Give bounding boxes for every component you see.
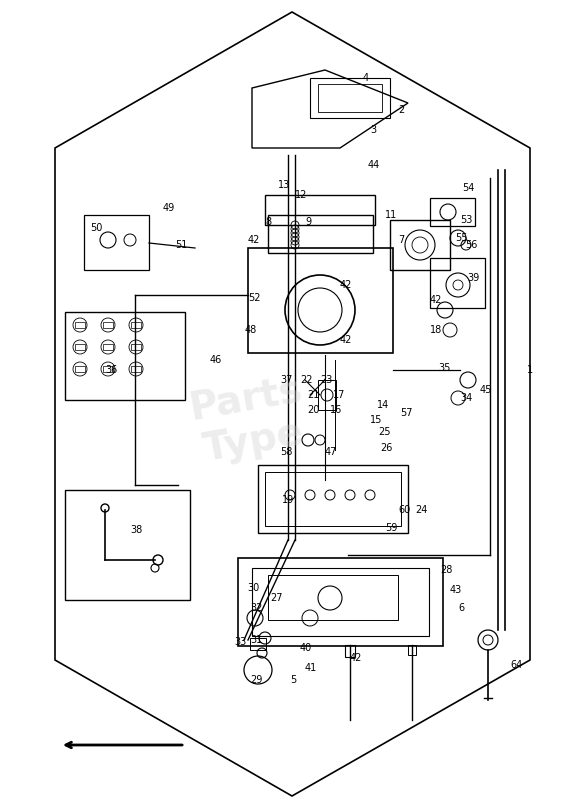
- Text: 42: 42: [340, 335, 352, 345]
- Text: 34: 34: [460, 393, 472, 403]
- Bar: [408, 645, 416, 655]
- Text: 32: 32: [250, 603, 262, 613]
- Text: 46: 46: [210, 355, 223, 365]
- Text: 53: 53: [460, 215, 472, 225]
- Bar: [430, 258, 485, 308]
- Text: 56: 56: [465, 240, 477, 250]
- Bar: [103, 322, 113, 328]
- Text: 29: 29: [250, 675, 262, 685]
- Bar: [310, 78, 390, 118]
- Text: 42: 42: [350, 653, 363, 663]
- Text: 8: 8: [265, 217, 271, 227]
- Text: 19: 19: [282, 495, 294, 505]
- Text: 58: 58: [280, 447, 293, 457]
- Text: 52: 52: [248, 293, 260, 303]
- Bar: [103, 344, 113, 350]
- Bar: [248, 248, 393, 353]
- Bar: [75, 366, 85, 372]
- Bar: [318, 380, 336, 410]
- Bar: [65, 490, 190, 600]
- Bar: [75, 322, 85, 328]
- Bar: [131, 344, 141, 350]
- Bar: [75, 344, 85, 350]
- Text: 13: 13: [278, 180, 290, 190]
- Text: 26: 26: [380, 443, 392, 453]
- Text: 48: 48: [245, 325, 257, 335]
- Text: 47: 47: [325, 447, 338, 457]
- Text: 39: 39: [467, 273, 479, 283]
- Text: 11: 11: [385, 210, 397, 220]
- Text: 49: 49: [163, 203, 175, 213]
- Text: 42: 42: [430, 295, 442, 305]
- Text: 55: 55: [455, 233, 468, 243]
- Bar: [268, 575, 398, 620]
- Text: 50: 50: [90, 223, 102, 233]
- Text: 24: 24: [415, 505, 427, 515]
- Bar: [430, 198, 475, 226]
- Text: 14: 14: [377, 400, 390, 410]
- Text: 9: 9: [305, 217, 311, 227]
- Bar: [345, 645, 355, 657]
- Text: 33: 33: [234, 637, 246, 647]
- Text: 35: 35: [438, 363, 450, 373]
- Text: 42: 42: [248, 235, 260, 245]
- Bar: [318, 84, 382, 112]
- Text: 42: 42: [340, 280, 352, 290]
- Text: 16: 16: [330, 405, 342, 415]
- Text: 17: 17: [333, 390, 345, 400]
- Text: 27: 27: [270, 593, 283, 603]
- Text: 51: 51: [175, 240, 187, 250]
- Text: 41: 41: [305, 663, 317, 673]
- Bar: [250, 638, 266, 650]
- Text: 38: 38: [130, 525, 142, 535]
- Bar: [265, 472, 401, 526]
- Text: 45: 45: [480, 385, 492, 395]
- Text: 43: 43: [450, 585, 463, 595]
- Bar: [103, 366, 113, 372]
- Text: 5: 5: [290, 675, 296, 685]
- Text: 4: 4: [363, 73, 369, 83]
- Text: 12: 12: [295, 190, 307, 200]
- Bar: [252, 568, 429, 636]
- Text: 22: 22: [300, 375, 312, 385]
- Text: 20: 20: [307, 405, 319, 415]
- Bar: [238, 558, 443, 646]
- Text: 7: 7: [398, 235, 404, 245]
- Text: 1: 1: [527, 365, 533, 375]
- Text: 28: 28: [440, 565, 453, 575]
- Text: 30: 30: [247, 583, 259, 593]
- Text: 31: 31: [250, 635, 262, 645]
- Text: 57: 57: [400, 408, 412, 418]
- Text: 60: 60: [398, 505, 410, 515]
- Text: Parts
Type: Parts Type: [186, 370, 314, 470]
- Text: 54: 54: [462, 183, 474, 193]
- Text: 6: 6: [458, 603, 464, 613]
- Text: 15: 15: [370, 415, 383, 425]
- Text: 59: 59: [385, 523, 397, 533]
- Bar: [84, 215, 149, 270]
- Text: 40: 40: [300, 643, 312, 653]
- Bar: [131, 366, 141, 372]
- Text: 36: 36: [105, 365, 117, 375]
- Bar: [258, 465, 408, 533]
- Bar: [265, 195, 375, 225]
- Bar: [131, 322, 141, 328]
- Text: 25: 25: [378, 427, 391, 437]
- Text: 21: 21: [307, 390, 319, 400]
- Text: 3: 3: [370, 125, 376, 135]
- Text: 64: 64: [510, 660, 522, 670]
- Text: 2: 2: [398, 105, 404, 115]
- Text: 37: 37: [280, 375, 293, 385]
- Bar: [268, 215, 373, 253]
- Text: 23: 23: [320, 375, 332, 385]
- Bar: [390, 220, 450, 270]
- Bar: [65, 312, 185, 400]
- Text: 18: 18: [430, 325, 442, 335]
- Text: 44: 44: [368, 160, 380, 170]
